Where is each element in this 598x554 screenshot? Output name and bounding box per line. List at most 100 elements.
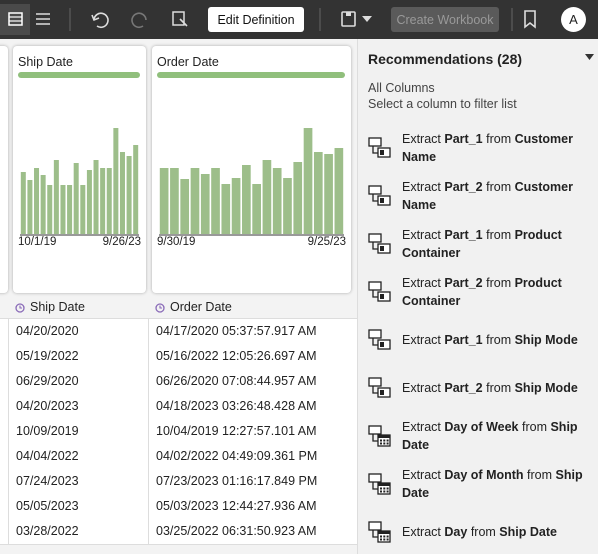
histogram bbox=[18, 72, 140, 236]
split-icon bbox=[368, 377, 391, 398]
recommendation-item[interactable]: Extract Part_2 from Product Container bbox=[358, 268, 598, 316]
table-cell: 07/23/2023 01:16:17.849 PM bbox=[156, 474, 318, 488]
col-divider bbox=[148, 444, 149, 469]
date-icon bbox=[368, 425, 391, 447]
icon-calendar-day bbox=[386, 442, 389, 445]
histogram-bar bbox=[231, 178, 241, 234]
part: Day of Week bbox=[444, 420, 519, 434]
row-stub bbox=[0, 494, 9, 519]
histogram-bar bbox=[283, 178, 292, 234]
histogram-bar bbox=[34, 168, 40, 234]
icon-connector bbox=[372, 290, 378, 298]
icon-calendar-day bbox=[380, 538, 382, 541]
recommendation-item[interactable]: Extract Day of Week from Ship Date bbox=[358, 412, 598, 460]
recommendation-item[interactable]: Extract Part_1 from Product Container bbox=[358, 220, 598, 268]
histogram-bar bbox=[159, 168, 169, 234]
histogram-bar bbox=[242, 165, 251, 234]
table-row: 06/29/2020 06/26/2020 07:08:44.957 AM bbox=[0, 369, 357, 395]
histogram-bar bbox=[67, 185, 73, 234]
icon-calendar-top bbox=[378, 531, 390, 534]
create-workbook-button[interactable]: Create Workbook bbox=[391, 7, 499, 32]
bookmark-icon[interactable] bbox=[524, 10, 536, 29]
histogram-bar bbox=[47, 185, 53, 234]
row-stub bbox=[0, 344, 9, 369]
properties-icon[interactable] bbox=[172, 11, 185, 26]
table-row: 04/20/2020 04/17/2020 05:37:57.917 AM bbox=[0, 319, 357, 345]
undo-icon[interactable] bbox=[93, 12, 109, 29]
col-divider bbox=[148, 344, 149, 369]
recommendation-text: Extract Part_2 from Product Container bbox=[402, 274, 588, 310]
column-header[interactable]: Ship Date bbox=[30, 300, 85, 314]
col-divider bbox=[148, 519, 149, 544]
split-icon bbox=[368, 329, 391, 350]
date-icon bbox=[368, 521, 391, 543]
recommendation-item[interactable]: Extract Part_1 from Customer Name bbox=[358, 124, 598, 172]
part: Part_2 bbox=[444, 276, 483, 290]
recommendation-text: Extract Part_2 from Ship Mode bbox=[402, 379, 588, 397]
toolbar-icons bbox=[0, 4, 536, 35]
histogram-bar bbox=[133, 145, 139, 234]
icon-calendar-day bbox=[386, 490, 389, 493]
column-card[interactable]: Order Date 9/30/19 9/25/23 bbox=[152, 46, 351, 293]
icon-calendar-day bbox=[383, 487, 386, 490]
grid-view-bg[interactable] bbox=[0, 4, 30, 35]
recommendation-item[interactable]: Extract Part_2 from Ship Mode bbox=[358, 364, 598, 412]
icon-connector bbox=[372, 386, 378, 394]
icon-fill bbox=[380, 390, 384, 395]
row-stub bbox=[0, 519, 9, 544]
histogram-bar bbox=[73, 163, 79, 234]
col-divider bbox=[148, 319, 149, 344]
recommendation-text: Extract Day of Month from Ship Date bbox=[402, 466, 588, 502]
icon-connector bbox=[372, 194, 378, 202]
icon-connector bbox=[372, 530, 378, 538]
recommendation-text: Extract Part_1 from Ship Mode bbox=[402, 331, 588, 349]
table-cell: 10/04/2019 12:27:57.101 AM bbox=[156, 424, 317, 438]
column: Ship Date bbox=[402, 468, 583, 500]
clock-icon bbox=[15, 303, 25, 313]
part: Day bbox=[444, 525, 468, 539]
recommendation-item[interactable]: Extract Part_2 from Customer Name bbox=[358, 172, 598, 220]
histogram-bar bbox=[86, 170, 92, 234]
table-cell: 04/04/2022 bbox=[16, 449, 79, 463]
histogram-bar bbox=[252, 184, 261, 234]
table-cell: 04/17/2020 05:37:57.917 AM bbox=[156, 324, 317, 338]
recommendation-text: Extract Day from Ship Date bbox=[402, 523, 588, 541]
edit-definition-button[interactable]: Edit Definition bbox=[208, 7, 304, 32]
icon-fill bbox=[380, 198, 384, 203]
icon-box bbox=[368, 473, 382, 483]
recommendation-item[interactable]: Extract Day of Month from Ship Date bbox=[358, 460, 598, 508]
recommendation-item[interactable]: Extract Part_1 from Ship Mode bbox=[358, 316, 598, 364]
card-title: Order Date bbox=[157, 55, 219, 69]
row-stub bbox=[0, 319, 9, 344]
part: Day of Month bbox=[444, 468, 524, 482]
histogram-bar bbox=[180, 179, 190, 234]
icon-box bbox=[368, 137, 382, 147]
verb: Extract bbox=[402, 468, 441, 482]
panel-menu[interactable] bbox=[585, 54, 595, 62]
histogram-bar bbox=[27, 180, 33, 234]
icon-connector bbox=[372, 146, 378, 154]
list-view-icon[interactable] bbox=[36, 13, 50, 25]
table-cell: 05/16/2022 12:05:26.697 AM bbox=[156, 349, 317, 363]
from: from bbox=[486, 132, 512, 146]
row-stub bbox=[0, 419, 9, 444]
column-header[interactable]: Order Date bbox=[170, 300, 232, 314]
icon-fill bbox=[380, 150, 384, 155]
recommendation-text: Extract Part_1 from Product Container bbox=[402, 226, 588, 262]
icon-calendar-day bbox=[380, 490, 382, 493]
column-card[interactable]: Ship Date 10/1/19 9/26/23 bbox=[13, 46, 146, 293]
clock-hands bbox=[19, 305, 22, 309]
recommendation-text: Extract Part_2 from Customer Name bbox=[402, 178, 588, 214]
data-pane: Ship Date 10/1/19 9/26/23 Order Date 9/30/19… bbox=[0, 39, 357, 554]
histogram-bar bbox=[190, 168, 200, 234]
icon-box bbox=[368, 521, 382, 531]
icon-calendar-day bbox=[383, 490, 386, 493]
table-cell: 05/05/2023 bbox=[16, 499, 79, 513]
scope-label: All Columns bbox=[368, 81, 435, 95]
user-avatar[interactable]: A bbox=[561, 7, 586, 32]
icon-calendar-day bbox=[383, 538, 386, 541]
icon-fill bbox=[380, 246, 384, 251]
recommendation-item[interactable]: Extract Day from Ship Date bbox=[358, 508, 598, 554]
redo-icon[interactable] bbox=[131, 12, 147, 29]
icon-connector bbox=[372, 434, 378, 442]
